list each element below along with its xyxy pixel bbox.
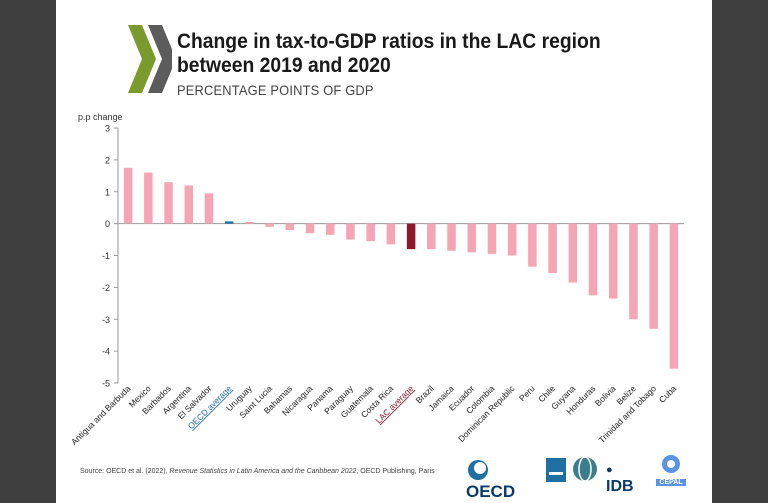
bar [568, 223, 578, 283]
chart-subtitle: PERCENTAGE POINTS OF GDP [177, 82, 374, 98]
y-tick-label: 1 [105, 187, 110, 197]
y-tick-label: 3 [105, 124, 110, 134]
institute-block-icon [546, 458, 566, 482]
bar [588, 223, 598, 296]
y-tick-label: -5 [102, 379, 110, 389]
x-tick-label: Cuba [657, 383, 679, 405]
bar [184, 185, 193, 224]
y-tick-label: -2 [102, 283, 110, 293]
source-note: Source: OECD et al. (2022), Revenue Stat… [80, 468, 435, 475]
bar [669, 223, 679, 369]
oecd-chevron-logo [128, 25, 172, 93]
cepal-logo: CEPAL [656, 454, 686, 486]
oecd-logo: OECD [466, 458, 515, 502]
ciat-logo [572, 456, 598, 487]
oecd-logo-text: OECD [466, 482, 516, 501]
chart-title: Change in tax-to-GDP ratios in the LAC r… [177, 30, 601, 77]
bar [224, 221, 234, 224]
y-tick-label: 2 [105, 155, 110, 165]
bar [447, 223, 456, 251]
bar [285, 223, 295, 230]
bar [346, 223, 355, 240]
institute-logo [546, 458, 566, 487]
x-tick-label: Antigua and Barbuda [69, 383, 133, 447]
bar [386, 223, 396, 245]
bar [326, 223, 335, 235]
x-tick-label: Peru [517, 383, 537, 403]
bar [144, 172, 153, 224]
y-tick-label: 0 [105, 219, 110, 229]
y-axis-label: p.p change [78, 112, 123, 122]
bar [609, 223, 618, 299]
y-tick-label: -4 [102, 347, 110, 357]
idb-logo: ● IDB [606, 460, 634, 496]
bar [265, 223, 274, 227]
y-tick-label: -3 [102, 315, 110, 325]
bar [204, 193, 214, 224]
bar [487, 223, 497, 254]
bar [649, 223, 658, 329]
oecd-globe-icon [468, 460, 488, 480]
bar [406, 223, 416, 250]
bar [548, 223, 557, 274]
x-tick-label: Bolivia [593, 383, 618, 408]
bar [164, 182, 173, 224]
bar [507, 223, 517, 256]
source-suffix: , OECD Publishing, Paris [356, 468, 435, 475]
source-prefix: Source: OECD et al. (2022), [80, 468, 168, 475]
bar [366, 223, 375, 242]
bar [528, 223, 537, 267]
bar [467, 223, 476, 253]
cepal-logo-text: CEPAL [656, 479, 686, 486]
bar [629, 223, 638, 320]
bar [427, 223, 436, 250]
y-tick-label: -1 [102, 251, 110, 261]
idb-logo-text: IDB [606, 478, 634, 495]
idb-mark-icon: ● [606, 464, 613, 476]
ciat-globe-icon [573, 456, 597, 482]
bar [245, 222, 254, 224]
bar [123, 167, 133, 224]
bar [305, 223, 315, 234]
source-title: Revenue Statistics in Latin America and … [169, 468, 357, 475]
un-emblem-icon [662, 455, 680, 473]
